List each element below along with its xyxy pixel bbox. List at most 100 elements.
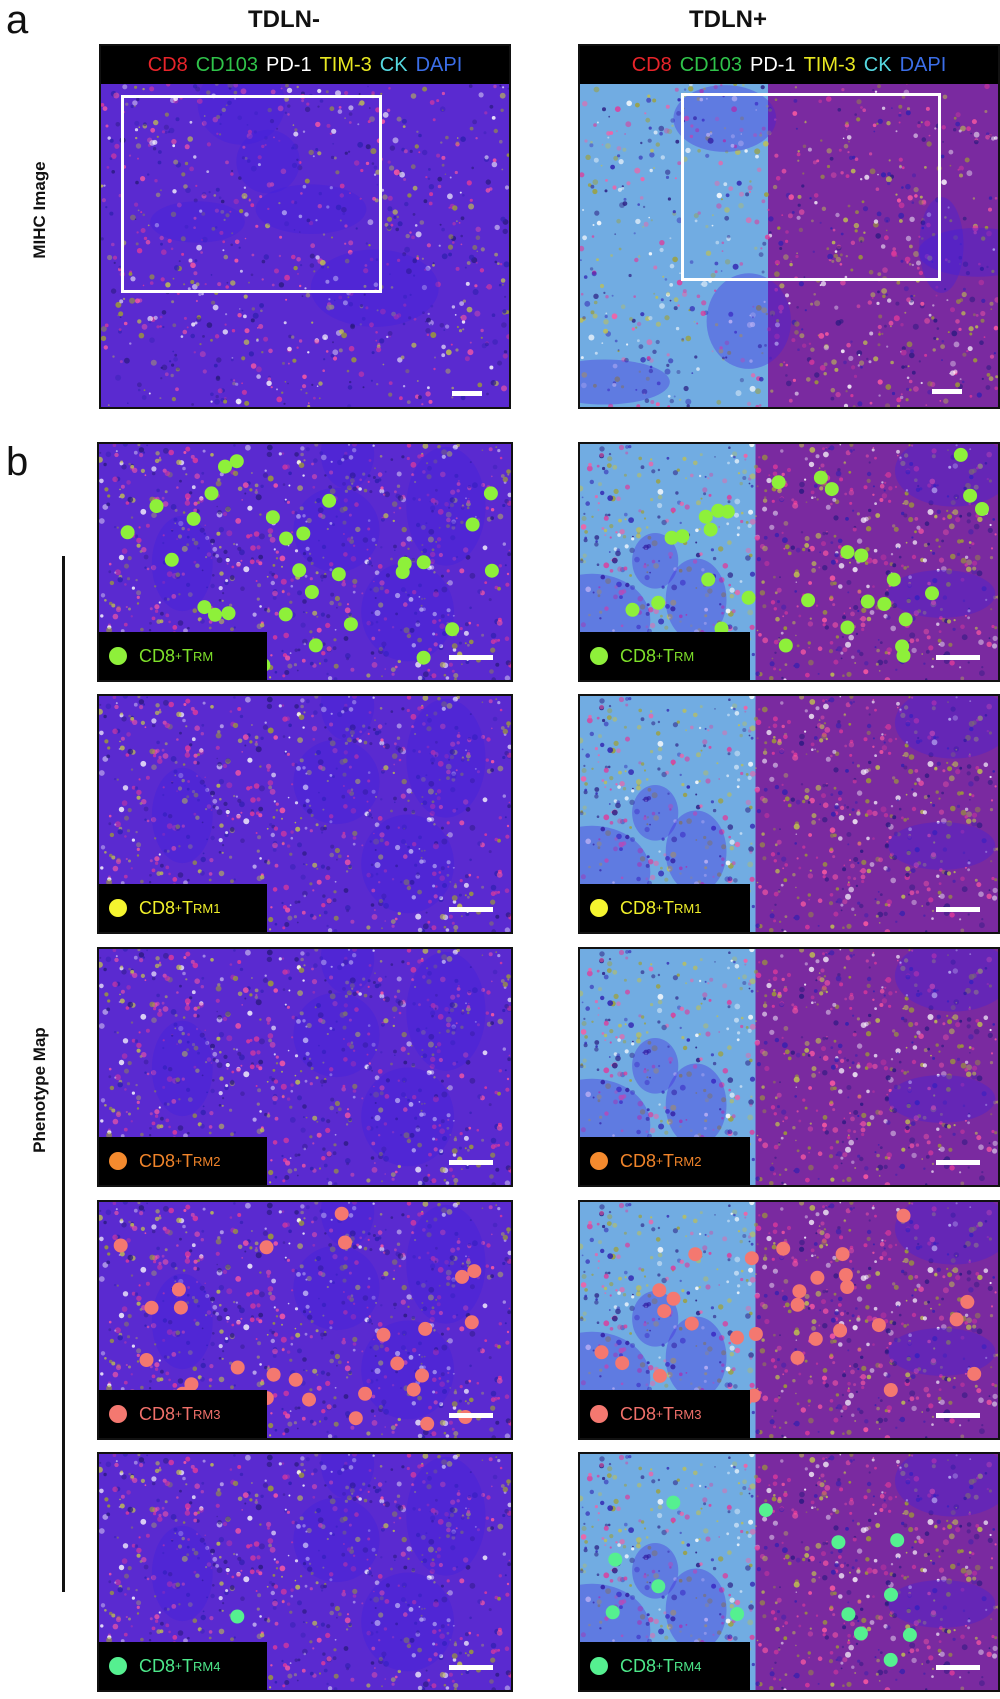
marker-label: PD-1 (266, 53, 312, 76)
cell-phenotype-dot (608, 1552, 623, 1567)
marker-label: CD103 (679, 53, 742, 76)
cell-phenotype-dot (720, 504, 735, 519)
phenotype-subscript: RM4 (193, 1658, 221, 1674)
panel-a-letter: a (6, 0, 29, 42)
cell-phenotype-dot (701, 572, 716, 587)
cell-phenotype-dot (615, 1356, 630, 1371)
phenotype-legend-label: CD8 + T RM3 (99, 1390, 267, 1438)
cell-phenotype-dot (675, 529, 690, 544)
cell-phenotype-dot (840, 545, 855, 560)
cell-phenotype-dot (838, 1268, 853, 1282)
cell-phenotype-dot (698, 509, 713, 524)
legend-dot-icon (109, 1152, 127, 1170)
phenotype-map-image: CD8 + T RM2 (97, 947, 513, 1187)
cell-phenotype-dot (358, 1386, 373, 1401)
cell-phenotype-dot (703, 522, 718, 537)
cell-phenotype-dot (288, 1372, 303, 1387)
phenotype-superscript: + (656, 649, 664, 663)
cell-phenotype-dot (953, 447, 968, 462)
legend-dot-icon (590, 1657, 608, 1675)
scale-bar (936, 655, 980, 660)
cell-phenotype-dot (594, 1345, 609, 1360)
phenotype-subscript: RM4 (674, 1658, 702, 1674)
cell-phenotype-dot (186, 511, 201, 526)
cell-phenotype-dot (279, 531, 294, 546)
cell-phenotype-dot (144, 1300, 159, 1315)
cell-phenotype-dot (416, 555, 431, 570)
cell-phenotype-dot (651, 1579, 666, 1594)
cell-phenotype-dot (120, 525, 135, 540)
marker-label: CD103 (195, 53, 258, 76)
phenotype-superscript: + (175, 1407, 183, 1421)
cell-phenotype-dot (853, 1626, 868, 1641)
phenotype-superscript: + (656, 1407, 664, 1421)
legend-dot-icon (109, 899, 127, 917)
cell-phenotype-dot (184, 1377, 199, 1392)
cell-phenotype-dot (218, 459, 232, 474)
cell-phenotype-dot (420, 1416, 435, 1431)
marker-label: DAPI (415, 53, 463, 76)
cell-phenotype-dot (348, 1411, 363, 1426)
cell-phenotype-dot (854, 548, 869, 563)
cell-phenotype-dot (925, 586, 939, 601)
cell-phenotype-dot (741, 590, 756, 605)
scale-bar (449, 1160, 493, 1165)
cell-phenotype-dot (302, 1392, 316, 1407)
cell-phenotype-dot (445, 622, 460, 637)
phenotype-name: CD8 (620, 1403, 657, 1424)
cell-phenotype-dot (833, 1323, 848, 1338)
cell-phenotype-dot (416, 650, 431, 665)
region-of-interest-box (681, 93, 941, 281)
phenotype-superscript: + (175, 901, 183, 915)
phenotype-subscript: RM (674, 648, 695, 664)
cell-phenotype-dot (744, 1251, 759, 1266)
cell-phenotype-dot (204, 486, 219, 501)
row-label-phenotype-map: Phenotype Map (30, 1027, 49, 1153)
cell-phenotype-dot (860, 594, 875, 609)
phenotype-subscript: RM2 (193, 1153, 221, 1169)
phenotype-superscript: + (175, 1154, 183, 1168)
cell-phenotype-dot (688, 1247, 703, 1262)
cell-phenotype-dot (230, 1609, 245, 1624)
phenotype-superscript: + (656, 901, 664, 915)
marker-label: CK (863, 53, 892, 76)
phenotype-t: T (663, 645, 675, 666)
cell-phenotype-dot (664, 530, 679, 545)
phenotype-t: T (663, 897, 675, 918)
scale-bar (449, 907, 493, 912)
cell-phenotype-dot (652, 1283, 667, 1298)
marker-label: TIM-3 (803, 53, 856, 76)
phenotype-superscript: + (175, 1659, 183, 1673)
scale-bar (936, 907, 980, 912)
phenotype-map-image: CD8 + T RM1 (97, 694, 513, 934)
cell-phenotype-dot (824, 482, 839, 497)
cell-phenotype-dot (197, 600, 212, 615)
phenotype-name: CD8 (620, 1655, 657, 1676)
phenotype-legend-label: CD8 + T RM (580, 632, 750, 680)
cell-phenotype-dot (758, 1503, 773, 1518)
cell-phenotype-dot (871, 1318, 886, 1333)
phenotype-subscript: RM3 (193, 1406, 221, 1422)
cell-phenotype-dot (173, 1300, 188, 1315)
scale-bar (449, 655, 493, 660)
phenotype-name: CD8 (620, 1150, 657, 1171)
phenotype-name: CD8 (139, 897, 176, 918)
marker-label: CD8 (631, 53, 672, 76)
phenotype-legend-label: CD8 + T RM (99, 632, 267, 680)
phenotype-t: T (182, 897, 194, 918)
phenotype-legend-label: CD8 + T RM2 (99, 1137, 267, 1185)
cell-phenotype-dot (292, 563, 307, 578)
cell-phenotype-dot (841, 1607, 856, 1622)
marker-label: DAPI (899, 53, 947, 76)
cell-phenotype-dot (338, 1235, 352, 1250)
cell-phenotype-dot (265, 510, 280, 525)
cell-phenotype-dot (230, 1360, 245, 1375)
cell-phenotype-dot (406, 1382, 421, 1397)
legend-dot-icon (590, 899, 608, 917)
phenotype-legend-label: CD8 + T RM1 (580, 884, 750, 932)
scale-bar (936, 1413, 980, 1418)
cell-phenotype-dot (771, 475, 786, 490)
cell-phenotype-dot (652, 1368, 667, 1383)
cell-phenotype-dot (666, 1495, 681, 1510)
cell-phenotype-dot (455, 1269, 469, 1284)
